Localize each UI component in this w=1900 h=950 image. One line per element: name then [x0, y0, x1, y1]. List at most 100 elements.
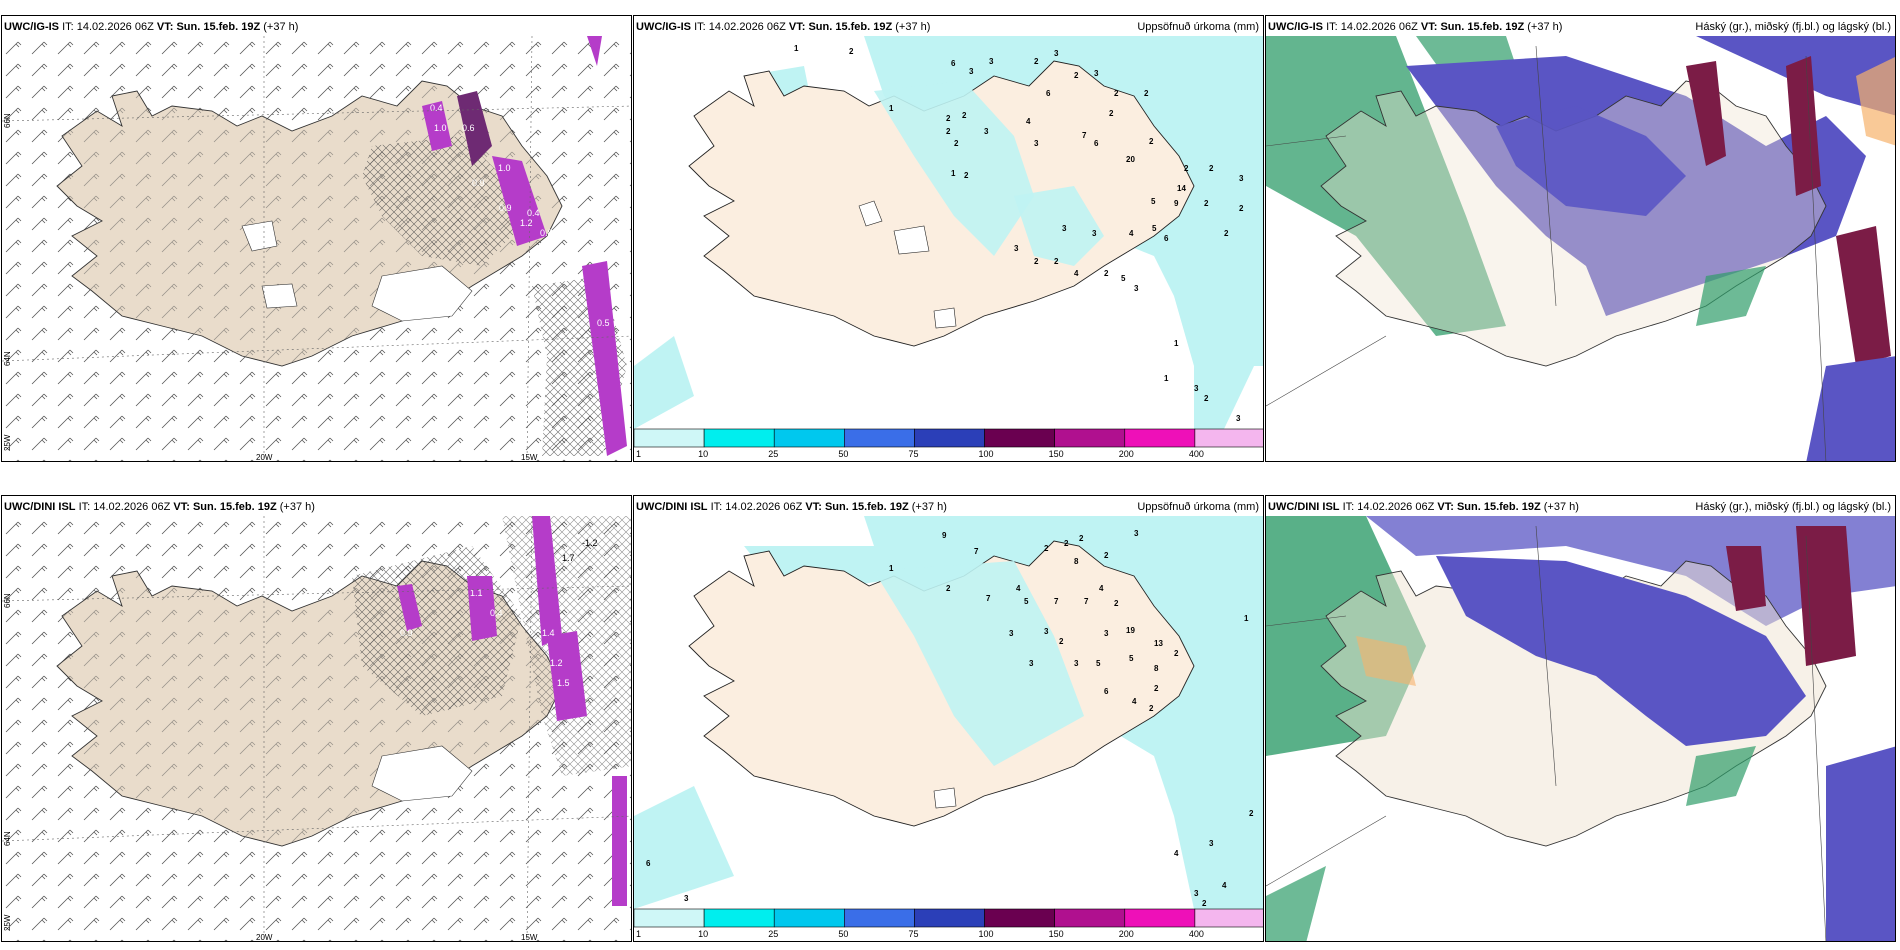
precip-value: 2: [1204, 199, 1209, 208]
wind-map: -1.2 1.7 1.1 0.4 1.4 1.2 0.9 1.5 20W 15W…: [2, 516, 631, 942]
precip-value: 2: [962, 111, 967, 120]
colorbar-label: 100: [979, 929, 994, 939]
lat-label: 66N: [3, 113, 12, 128]
colorbar-label: 75: [908, 449, 918, 459]
lat-label: 25W: [3, 434, 12, 451]
lon-label: 15W: [521, 453, 538, 462]
precip-value: 2: [946, 127, 951, 136]
precip-value: 2: [954, 139, 959, 148]
precip-value: 2: [1149, 137, 1154, 146]
precip-value: 3: [969, 67, 974, 76]
colorbar-segment: [773, 908, 845, 928]
precip-value: 13: [1154, 639, 1163, 648]
wind-value: 1.7: [562, 553, 575, 563]
precip-value: 4: [1099, 584, 1104, 593]
precip-value: 2: [849, 47, 854, 56]
precip-value: 2: [1202, 899, 1207, 908]
precip-value: 2: [1054, 257, 1059, 266]
colorbar-label: 400: [1189, 449, 1204, 459]
colorbar-label: 400: [1189, 929, 1204, 939]
precip-value: 8: [1154, 664, 1159, 673]
precip-value: 2: [1249, 809, 1254, 818]
precip-value: 2: [1114, 599, 1119, 608]
colorbar-label: 25: [768, 449, 778, 459]
colorbar-label: 75: [908, 929, 918, 939]
panel-title-right: Háský (gr.), miðský (fj.bl.) og lágský (…: [1695, 21, 1891, 33]
lon-label: 15W: [521, 933, 538, 942]
precip-map: 9 7 1 2 2 2 8 2 3 7 5 4 2 7 7 4 2 19 3 1…: [634, 516, 1263, 909]
precip-value: 2: [1059, 637, 1064, 646]
precip-value: 2: [1149, 704, 1154, 713]
colorbar-segment: [703, 428, 775, 448]
panel-header: UWC/DINI ISL IT: 14.02.2026 06Z VT: Sun.…: [636, 501, 947, 513]
panel-title-right: Uppsöfnuð úrkoma (mm): [1137, 21, 1259, 33]
colorbar-label: 25: [768, 929, 778, 939]
wind-value: 0.4: [527, 208, 540, 218]
precip-value: 7: [986, 594, 991, 603]
wind-value: 1.5: [557, 678, 570, 688]
precip-value: 1: [951, 169, 956, 178]
wind-value: 0.9: [400, 628, 413, 638]
precip-value: 4: [1074, 269, 1079, 278]
precip-value: 7: [1082, 131, 1087, 140]
precip-value: 6: [1164, 234, 1169, 243]
colorbar-segment: [844, 908, 915, 928]
colorbar: 1 10 25 50 75 100 150 200 400: [634, 907, 1263, 941]
iceland-land: [688, 60, 1195, 347]
wind-value: 1.1: [470, 588, 483, 598]
precip-value: 3: [1236, 414, 1241, 423]
precip-map: 1 2 6 3 3 2 3 2 6 3 2 2 2 1 2 2 3 4 7 6 …: [634, 36, 1263, 429]
precip-value: 2: [946, 584, 951, 593]
precip-value: 4: [1132, 697, 1137, 706]
precip-value: 7: [1084, 597, 1089, 606]
colorbar-segment: [1124, 428, 1196, 448]
precip-value: 2: [1109, 109, 1114, 118]
precip-value: 2: [1034, 57, 1039, 66]
precip-value: 2: [1079, 534, 1084, 543]
wind-values: 0.4 0.6 1.0 0.9 0.4 0.8 1.2 0.9 1.0 0.5: [430, 103, 610, 328]
precip-value: 3: [1034, 139, 1039, 148]
precip-value: 2: [1209, 164, 1214, 173]
colorbar-label: 1: [636, 929, 641, 939]
precip-value: 3: [1104, 629, 1109, 638]
colorbar-segment: [1124, 908, 1196, 928]
precip-value: 1: [1244, 614, 1249, 623]
wind-value: 0.9: [499, 203, 512, 213]
panel-header: UWC/IG-IS IT: 14.02.2026 06Z VT: Sun. 15…: [636, 21, 931, 33]
colorbar-label: 200: [1119, 449, 1134, 459]
colorbar-label: 10: [698, 929, 708, 939]
precip-value: 3: [1094, 69, 1099, 78]
wind-value: 0.4: [490, 608, 503, 618]
precip-values: 9 7 1 2 2 2 8 2 3 7 5 4 2 7 7 4 2 19 3 1…: [646, 529, 1254, 908]
colorbar: 1 10 25 50 75 100 150 200 400: [634, 427, 1263, 461]
panel-top-precip: UWC/IG-IS IT: 14.02.2026 06Z VT: Sun. 15…: [633, 15, 1264, 462]
colorbar-label: 150: [1049, 449, 1064, 459]
cloud-map: [1266, 36, 1895, 461]
precip-value: 1: [1174, 339, 1179, 348]
colorbar-label: 1: [636, 449, 641, 459]
precip-value: 2: [1104, 269, 1109, 278]
precip-value: 7: [974, 547, 979, 556]
colorbar-label: 50: [838, 449, 848, 459]
precip-value: 1: [794, 44, 799, 53]
colorbar-segment: [844, 428, 915, 448]
panel-header: UWC/DINI ISL IT: 14.02.2026 06Z VT: Sun.…: [4, 501, 315, 513]
colorbar-label: 200: [1119, 929, 1134, 939]
precip-value: 20: [1126, 155, 1135, 164]
precip-value: 6: [1046, 89, 1051, 98]
colorbar-segment: [914, 428, 985, 448]
colorbar-segment: [1194, 908, 1263, 928]
lat-label: 64N: [3, 351, 12, 366]
colorbar-label: 150: [1049, 929, 1064, 939]
colorbar-segment: [703, 908, 775, 928]
precip-value: 2: [1104, 551, 1109, 560]
precip-value: 14: [1177, 184, 1186, 193]
precip-value: 2: [1114, 89, 1119, 98]
precip-value: 3: [1044, 627, 1049, 636]
colorbar-segment: [1194, 428, 1263, 448]
precip-value: 19: [1126, 626, 1135, 635]
colorbar-label: 10: [698, 449, 708, 459]
wind-value: 1.0: [498, 163, 511, 173]
wind-value: -1.2: [582, 538, 598, 548]
precip-value: 2: [1184, 164, 1189, 173]
